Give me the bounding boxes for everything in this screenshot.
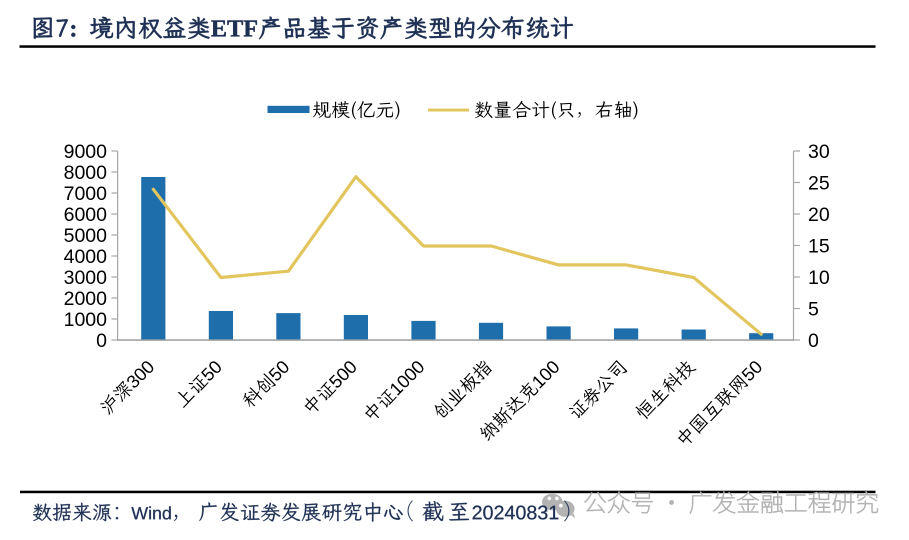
- svg-text:7000: 7000: [64, 183, 108, 205]
- svg-text:10: 10: [808, 267, 830, 289]
- svg-text:30: 30: [808, 141, 830, 163]
- svg-text:4000: 4000: [64, 246, 108, 268]
- svg-text:3000: 3000: [64, 267, 108, 289]
- svg-text:25: 25: [808, 173, 830, 195]
- svg-text:2000: 2000: [64, 288, 108, 310]
- svg-text:0: 0: [96, 330, 107, 352]
- svg-text:0: 0: [808, 330, 819, 352]
- svg-text:1000: 1000: [64, 309, 108, 331]
- svg-text:5: 5: [808, 299, 819, 321]
- svg-text:15: 15: [808, 236, 830, 258]
- svg-text:8000: 8000: [64, 162, 108, 184]
- svg-text:5000: 5000: [64, 225, 108, 247]
- svg-text:20: 20: [808, 204, 830, 226]
- svg-text:9000: 9000: [64, 141, 108, 163]
- svg-text:6000: 6000: [64, 204, 108, 226]
